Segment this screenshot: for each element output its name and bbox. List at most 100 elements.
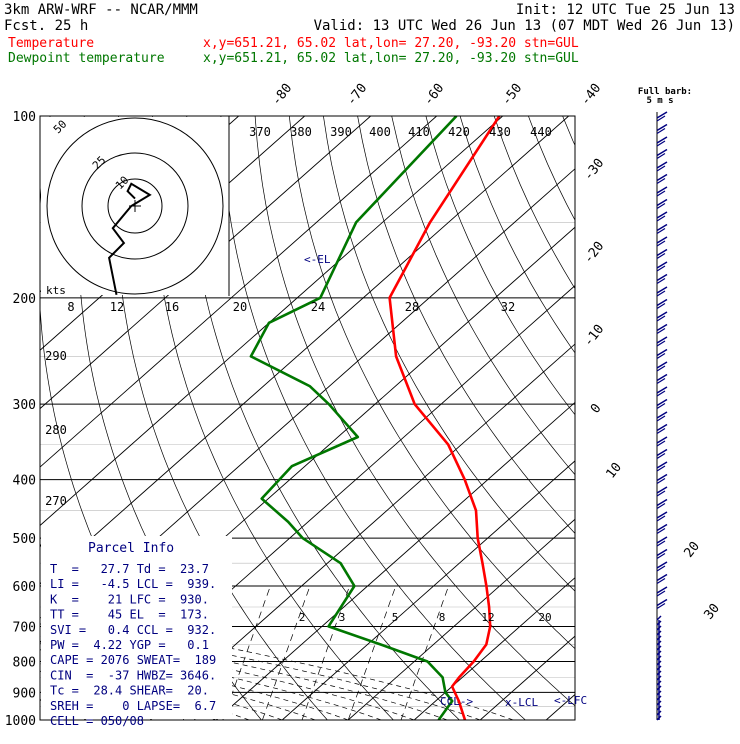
pressure-label-500: 500 [13,532,36,547]
wind-barb-flag [656,377,666,385]
mixing-ratio-label: 20 [538,611,551,624]
dry-adiabat [288,116,575,650]
wind-barb [656,236,668,244]
theta-label: 410 [408,125,430,139]
wind-barb [656,598,668,607]
hodograph-speed-label: 8 [67,300,74,314]
theta-label: 400 [369,125,391,139]
theta-side-label: 270 [45,494,67,508]
isotherm-label: -60 [421,81,447,109]
dry-adiabat [391,116,575,476]
theta-label: 430 [489,125,511,139]
hodograph-speed-label: 20 [233,300,247,314]
wind-barb [656,248,668,257]
wind-barb [656,348,668,357]
el-marker: <-EL [304,253,331,266]
parcel-info-row: CAPE = 2076 SWEAT= 189 [50,653,216,667]
mixing-ratio-label: 5 [392,611,399,624]
wind-barb-flag [656,415,666,422]
parcel-info-row: CELL = 050/08 [50,714,144,728]
wind-barb [656,286,668,294]
pressure-label-200: 200 [13,292,36,307]
wind-barb-flag [656,252,666,260]
wind-barb [656,498,668,507]
dry-adiabat [597,116,740,720]
wind-barb-flag [656,265,666,272]
parcel-info-row: TT = 45 EL = 173. [50,608,209,622]
lfc-marker: <-LFC [554,694,587,707]
mixing-ratio-line [400,585,449,720]
wind-barb-flag [656,577,666,585]
wind-barb [656,186,668,194]
wind-barb [656,573,668,582]
mixing-ratio-label: 12 [481,611,494,624]
parcel-info-row: LI = -4.5 LCL = 939. [50,577,216,591]
isotherm-label: 0 [588,401,605,416]
isotherm-line [479,635,575,720]
wind-barb-flag [656,552,666,560]
isotherm-line [40,116,437,468]
theta-side-label: 280 [45,423,67,437]
dry-adiabat [665,116,740,720]
wind-barb-flag [656,365,666,372]
parcel-info-box: Parcel Info T = 27.7 Td = 23.7LI = -4.5 … [41,536,232,728]
theta-label: 370 [249,125,271,139]
wind-barb-flag [656,152,666,160]
wind-barb [656,123,668,132]
pressure-label-1000: 1000 [5,714,36,729]
pressure-label-800: 800 [13,655,36,670]
plot-frame [39,115,576,721]
wind-barb-flag [656,602,666,610]
isotherm-line [215,401,575,720]
wind-barb [656,148,668,157]
legend-dewpoint-info: x,y=651.21, 65.02 lat,lon= 27.20, -93.20… [203,51,579,66]
wind-barb [656,473,668,482]
wind-barb-flag [656,540,666,547]
parcel-info-row: CIN = -37 HWBZ= 3646. [50,668,216,682]
dry-adiabat [357,116,575,534]
dry-adiabat [151,116,394,720]
isotherm-label: 20 [682,539,703,561]
wind-barb-flag [656,352,666,360]
isotherm-line [347,518,575,720]
mixing-ratio-label: 8 [439,611,446,624]
wind-barb [656,273,668,282]
wind-barb-flag [656,277,666,285]
wind-barb [656,211,668,219]
model-title: 3km ARW-WRF -- NCAR/MMM [4,2,198,18]
isotherm-line [281,460,575,720]
wind-barb [656,398,668,407]
parcel-info-row: Tc = 28.4 SHEAR= 20. [50,684,209,698]
dewpoint-profile [249,116,458,720]
hodograph-speed-label: 32 [501,300,515,314]
isotherm-line [40,116,503,527]
theta-label: 440 [530,125,552,139]
hodograph-speed-label: 24 [311,300,325,314]
hodograph-trace [108,182,152,295]
legend-temperature-label: Temperature [8,36,94,51]
wind-barb [656,511,668,519]
dry-adiabat [459,116,575,354]
dry-adiabat [220,116,526,720]
wind-barb [656,198,668,207]
hodograph-ring-50 [46,117,224,295]
dry-adiabat [254,116,575,707]
theta-label: 380 [290,125,312,139]
hodograph-kts-label: kts [46,284,66,297]
pressure-label-300: 300 [13,398,36,413]
parcel-info-title: Parcel Info [88,541,174,556]
wind-barb [656,411,668,419]
wind-barb [656,261,668,269]
forecast-hour: Fcst. 25 h [4,18,88,34]
dry-adiabat [493,116,575,290]
wind-barb-flag [656,340,666,347]
lcl-marker: x-LCL [505,696,538,709]
barb-scale-line1: Full barb: [638,87,692,97]
wind-barb-flag [656,502,666,510]
wind-barb-flag [656,527,666,535]
init-time: Init: 12 UTC Tue 25 Jun 13 [516,2,735,18]
wind-barb [656,423,668,432]
parcel-info-row: K = 21 LFC = 930. [50,592,209,606]
isotherm-label: -40 [578,81,604,109]
